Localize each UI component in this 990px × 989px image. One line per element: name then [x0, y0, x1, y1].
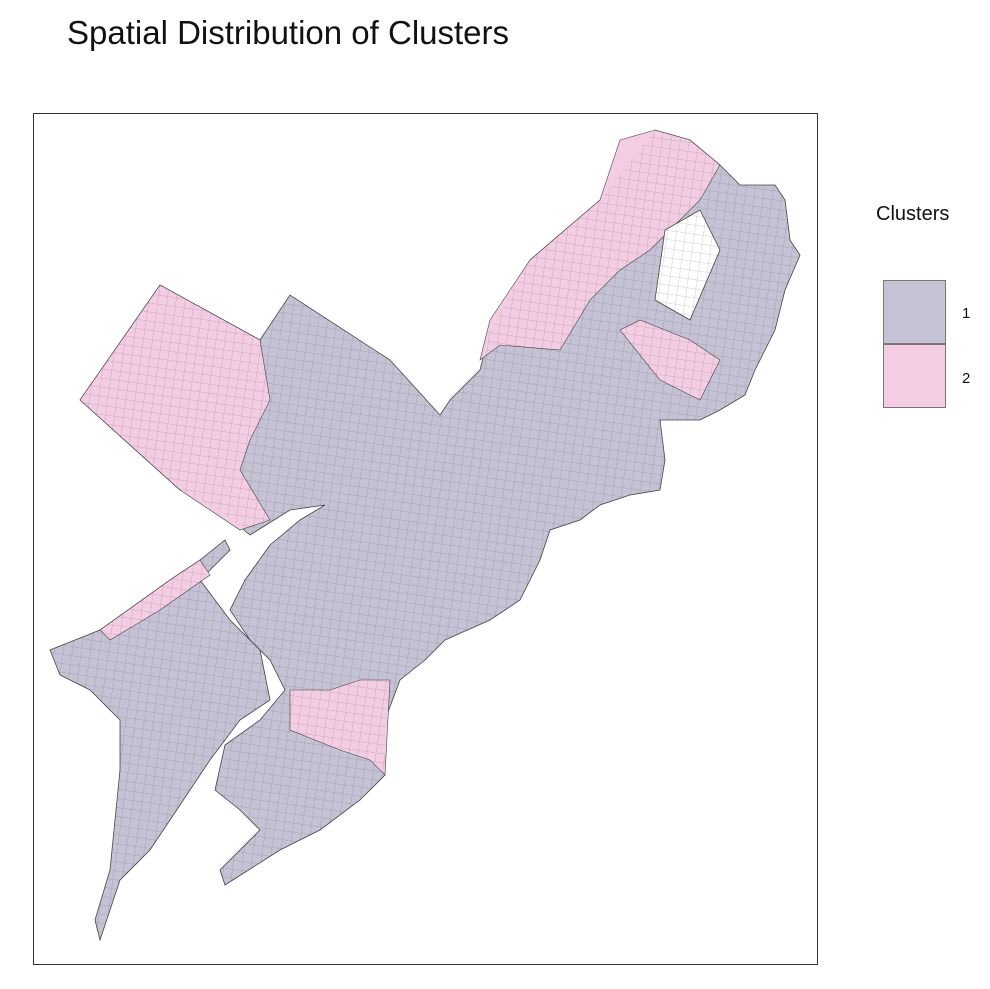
- map-frame: [33, 113, 818, 965]
- tract-grid-texture: [50, 130, 800, 940]
- legend-swatch-2: [883, 344, 946, 408]
- map-title: Spatial Distribution of Clusters: [67, 14, 510, 51]
- legend-swatch-1: [883, 280, 946, 344]
- legend-title: Clusters: [876, 203, 950, 225]
- legend-label-2: 2: [962, 370, 971, 387]
- legend-label-1: 1: [962, 305, 971, 322]
